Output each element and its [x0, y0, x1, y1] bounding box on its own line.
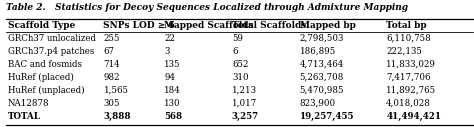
Text: Total Scaffolds: Total Scaffolds: [232, 21, 306, 30]
Text: TOTAL: TOTAL: [8, 112, 41, 121]
Text: 6,110,758: 6,110,758: [386, 34, 431, 43]
Text: Scaffold Type: Scaffold Type: [8, 21, 75, 30]
Text: 982: 982: [103, 73, 120, 82]
Text: 255: 255: [103, 34, 120, 43]
Text: GRCh37 unlocalized: GRCh37 unlocalized: [8, 34, 96, 43]
Text: 22: 22: [164, 34, 175, 43]
Text: HuRef (placed): HuRef (placed): [8, 73, 73, 82]
Text: 1,213: 1,213: [232, 86, 257, 95]
Text: 6: 6: [232, 47, 237, 56]
Text: 130: 130: [164, 99, 181, 108]
Text: 4,018,028: 4,018,028: [386, 99, 431, 108]
Text: 135: 135: [164, 60, 181, 69]
Text: 59: 59: [232, 34, 243, 43]
Text: 3,888: 3,888: [103, 112, 131, 121]
Text: 5,263,708: 5,263,708: [300, 73, 344, 82]
Text: 4,713,464: 4,713,464: [300, 60, 344, 69]
Text: 19,257,455: 19,257,455: [300, 112, 354, 121]
Text: 41,494,421: 41,494,421: [386, 112, 441, 121]
Text: Mapped bp: Mapped bp: [300, 21, 356, 30]
Text: Mapped Scaffolds: Mapped Scaffolds: [164, 21, 254, 30]
Text: NA12878: NA12878: [8, 99, 49, 108]
Text: 7,417,706: 7,417,706: [386, 73, 431, 82]
Text: 3,257: 3,257: [232, 112, 259, 121]
Text: 222,135: 222,135: [386, 47, 422, 56]
Text: GRCh37.p4 patches: GRCh37.p4 patches: [8, 47, 94, 56]
Text: 714: 714: [103, 60, 120, 69]
Text: 310: 310: [232, 73, 248, 82]
Text: 186,895: 186,895: [300, 47, 336, 56]
Text: 67: 67: [103, 47, 114, 56]
Text: HuRef (unplaced): HuRef (unplaced): [8, 86, 84, 95]
Text: BAC and fosmids: BAC and fosmids: [8, 60, 82, 69]
Text: SNPs LOD ≥ 6: SNPs LOD ≥ 6: [103, 21, 175, 30]
Text: 11,833,029: 11,833,029: [386, 60, 436, 69]
Text: Total bp: Total bp: [386, 21, 427, 30]
Text: 652: 652: [232, 60, 248, 69]
Text: 568: 568: [164, 112, 182, 121]
Text: 823,900: 823,900: [300, 99, 336, 108]
Text: 11,892,765: 11,892,765: [386, 86, 436, 95]
Text: 1,565: 1,565: [103, 86, 128, 95]
Text: 184: 184: [164, 86, 181, 95]
Text: 305: 305: [103, 99, 120, 108]
Text: 5,470,985: 5,470,985: [300, 86, 344, 95]
Text: 3: 3: [164, 47, 170, 56]
Text: 1,017: 1,017: [232, 99, 257, 108]
Text: Table 2.   Statistics for Decoy Sequences Localized through Admixture Mapping: Table 2. Statistics for Decoy Sequences …: [6, 3, 408, 12]
Text: 94: 94: [164, 73, 175, 82]
Text: 2,798,503: 2,798,503: [300, 34, 344, 43]
